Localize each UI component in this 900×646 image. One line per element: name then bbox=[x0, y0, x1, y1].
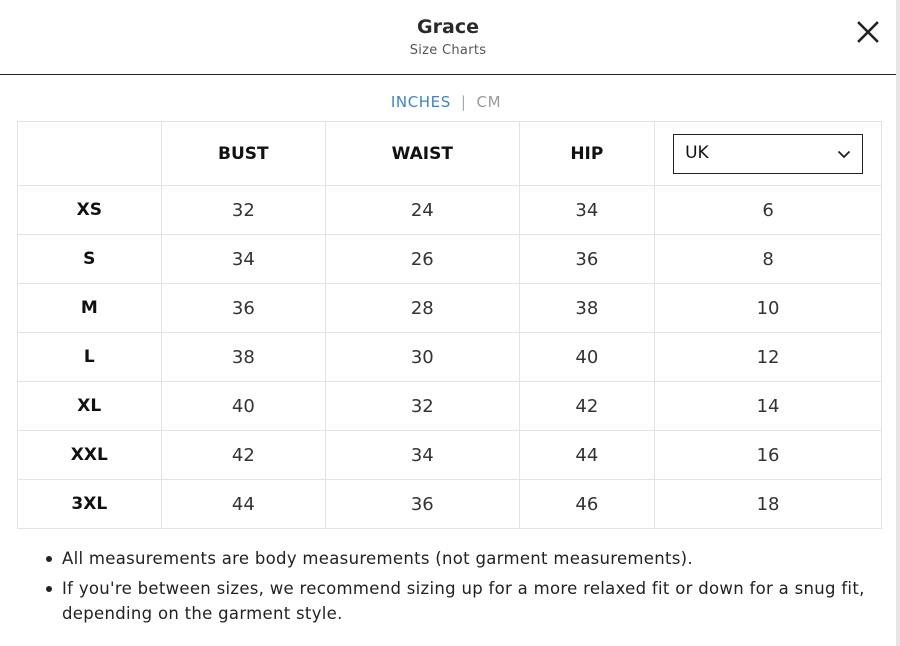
chevron-down-icon bbox=[837, 150, 851, 158]
bust-cell: 32 bbox=[160, 185, 327, 235]
waist-cell: 32 bbox=[325, 381, 520, 431]
hip-cell: 40 bbox=[518, 332, 656, 382]
waist-cell: 24 bbox=[325, 185, 520, 235]
fit-notes-list: All measurements are body measurements (… bbox=[46, 546, 866, 631]
header-cell-size bbox=[17, 121, 162, 186]
unit-separator: | bbox=[460, 93, 467, 111]
waist-cell: 30 bbox=[325, 332, 520, 382]
size-cell: XS bbox=[17, 185, 162, 235]
region-size-cell: 10 bbox=[654, 283, 882, 333]
waist-cell: 34 bbox=[325, 430, 520, 480]
region-size-cell: 8 bbox=[654, 234, 882, 284]
region-select[interactable]: UK bbox=[673, 133, 864, 174]
hip-cell: 42 bbox=[518, 381, 656, 431]
table-row: L 38 30 40 12 bbox=[17, 332, 882, 382]
header-cell-region: UK bbox=[654, 121, 882, 186]
unit-cm-tab[interactable]: CM bbox=[476, 93, 502, 111]
region-size-cell: 16 bbox=[654, 430, 882, 480]
unit-inches-tab[interactable]: INCHES bbox=[390, 93, 451, 111]
hip-cell: 36 bbox=[518, 234, 656, 284]
region-size-cell: 12 bbox=[654, 332, 882, 382]
hip-cell: 38 bbox=[518, 283, 656, 333]
waist-cell: 26 bbox=[325, 234, 520, 284]
header-cell-hip: HIP bbox=[518, 121, 656, 186]
waist-cell: 36 bbox=[325, 479, 520, 529]
hip-cell: 44 bbox=[518, 430, 656, 480]
note-item: If you're between sizes, we recommend si… bbox=[46, 576, 866, 626]
size-cell: XL bbox=[17, 381, 162, 431]
size-chart-table: BUST WAIST HIP UK XS 32 24 34 bbox=[17, 121, 882, 529]
size-cell: 3XL bbox=[17, 479, 162, 529]
region-size-cell: 6 bbox=[654, 185, 882, 235]
header-cell-waist: WAIST bbox=[325, 121, 520, 186]
size-cell: M bbox=[17, 283, 162, 333]
product-title: Grace bbox=[417, 16, 479, 38]
header-cell-bust: BUST bbox=[160, 121, 327, 186]
modal-header: Grace Size Charts bbox=[0, 0, 896, 75]
bust-cell: 38 bbox=[160, 332, 327, 382]
hip-cell: 46 bbox=[518, 479, 656, 529]
table-row: XL 40 32 42 14 bbox=[17, 381, 882, 431]
modal-subtitle: Size Charts bbox=[409, 43, 487, 58]
region-size-cell: 18 bbox=[654, 479, 882, 529]
size-cell: S bbox=[17, 234, 162, 284]
table-row: 3XL 44 36 46 18 bbox=[17, 479, 882, 529]
table-header-row: BUST WAIST HIP UK bbox=[17, 121, 882, 186]
unit-toggle: INCHES | CM bbox=[0, 93, 892, 111]
table-row: XS 32 24 34 6 bbox=[17, 185, 882, 235]
bust-cell: 40 bbox=[160, 381, 327, 431]
bust-cell: 44 bbox=[160, 479, 327, 529]
table-row: XXL 42 34 44 16 bbox=[17, 430, 882, 480]
table-row: M 36 28 38 10 bbox=[17, 283, 882, 333]
note-item: All measurements are body measurements (… bbox=[46, 546, 866, 571]
region-size-cell: 14 bbox=[654, 381, 882, 431]
waist-cell: 28 bbox=[325, 283, 520, 333]
size-cell: XXL bbox=[17, 430, 162, 480]
hip-cell: 34 bbox=[518, 185, 656, 235]
bust-cell: 34 bbox=[160, 234, 327, 284]
table-row: S 34 26 36 8 bbox=[17, 234, 882, 284]
bust-cell: 42 bbox=[160, 430, 327, 480]
region-select-value: UK bbox=[685, 142, 709, 163]
bust-cell: 36 bbox=[160, 283, 327, 333]
close-icon[interactable] bbox=[856, 20, 880, 44]
size-cell: L bbox=[17, 332, 162, 382]
